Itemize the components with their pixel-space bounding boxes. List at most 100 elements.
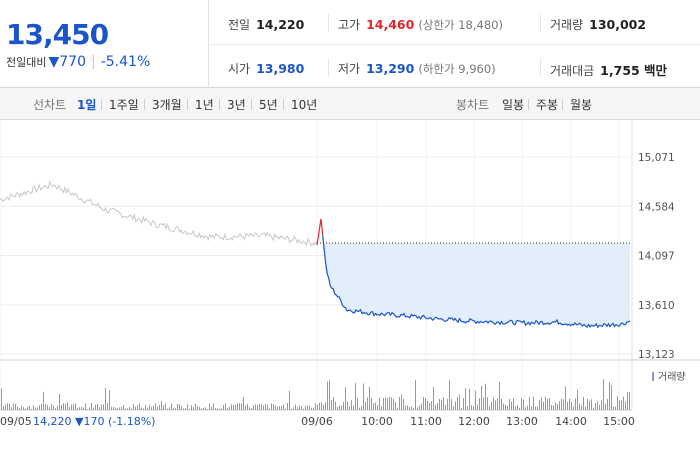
volume-bar [289,390,290,410]
volume-bar [535,406,536,410]
y-tick-label: 13,610 [638,300,675,312]
volume-bar [481,385,482,410]
tab-weekly-candle[interactable]: 주봉 [536,98,559,112]
volume-bar [73,404,74,410]
volume-bar [193,407,194,410]
volume-bar [275,405,276,410]
y-tick-label: 14,584 [638,201,675,213]
volume-bar [503,403,504,410]
volume-bars [1,379,630,410]
volume-bar [473,406,474,410]
volume-bar [157,406,158,410]
opening-spike-line [316,218,324,246]
prev-close-value: 14,220 [256,17,305,32]
volume-bar [297,407,298,410]
open-label: 시가 [228,62,251,76]
volume-bar [99,407,100,410]
volume-bar [373,403,374,410]
tab-1-year[interactable]: 1년 [195,98,214,112]
volume-bar [155,403,156,410]
volume-bar [129,407,130,410]
volume-bar [345,387,346,410]
volume-bar [315,403,316,410]
volume-bar [159,404,160,410]
volume-bar [433,387,434,410]
volume-bar [317,404,318,410]
x-tick-label: 12:00 [458,415,490,428]
volume-bar [313,407,314,410]
volume-bar [507,405,508,410]
volume-bar [279,406,280,410]
tab-daily-candle[interactable]: 일봉 [502,98,525,112]
low-label: 저가 [338,62,361,76]
volume-bar [269,408,270,410]
volume-bar [441,399,442,410]
volume-bar [425,397,426,410]
tab-separator [528,99,529,110]
volume-bar [545,396,546,410]
price-panel: 13,450 전일대비 ▼770 | -5.41% [0,0,209,88]
volume-bar [127,408,128,410]
tab-10-years[interactable]: 10년 [291,98,318,112]
volume-bar [277,406,278,410]
volume-bar [183,408,184,410]
volume-bar [305,406,306,410]
volume-bar [533,396,534,410]
volume-bar [353,405,354,410]
volume-bar [379,397,380,410]
trade-amount: 거래대금 1,755 백만 [550,60,667,79]
down-triangle-icon: ▼ [48,54,60,70]
chart-period-tabs: 선차트 1일 1주일 3개월 1년 3년 5년 10년 봉차트 일봉 주봉 월봉 [0,88,700,120]
volume-bar [579,403,580,410]
volume-bar [381,406,382,410]
quote-header: 13,450 전일대비 ▼770 | -5.41% 전일 14,220 고가 14,460… [0,0,700,88]
volume-bar [175,408,176,410]
volume-bar [333,397,334,410]
volume-bar [189,408,190,410]
volume-bar [71,404,72,410]
prev-day-price-line [0,180,318,247]
volume-bar [567,401,568,410]
volume-bar [287,403,288,410]
volume-bar [499,382,500,410]
stats-divider [328,14,329,32]
volume-bar [205,407,206,410]
volume-bar [423,397,424,410]
volume: 거래량 130,002 [550,16,646,33]
volume-bar [227,407,228,410]
volume-bar [371,397,372,410]
volume-bar [149,404,150,410]
volume-bar [11,407,12,410]
volume-bar [519,407,520,410]
volume-bar [349,406,350,410]
volume-bar [595,403,596,410]
volume-bar [355,382,356,410]
volume-bar [341,405,342,410]
today-price-line [322,234,631,329]
tab-monthly-candle[interactable]: 월봉 [570,98,593,112]
volume-bar [407,405,408,410]
tab-3-months[interactable]: 3개월 [152,98,182,112]
amount-label: 거래대금 [550,64,595,78]
volume-bar [587,398,588,410]
x-tick-label: 13:00 [506,415,538,428]
tab-3-years[interactable]: 3년 [227,98,246,112]
volume-bar [281,406,282,410]
stats-panel: 전일 14,220 고가 14,460 (상한가 18,480) 거래량 130,002… [210,0,700,88]
tab-5-years[interactable]: 5년 [259,98,278,112]
volume-legend-swatch [652,372,654,381]
volume-bar [153,405,154,410]
volume-bar [327,381,328,410]
volume-bar [241,403,242,410]
volume-bar [171,403,172,410]
volume-bar [335,401,336,410]
tab-1-week[interactable]: 1주일 [109,98,139,112]
volume-bar [431,401,432,410]
volume-bar [573,406,574,410]
volume-bar [57,406,58,410]
volume-bar [363,383,364,410]
volume-bar [421,403,422,410]
volume-bar [501,398,502,410]
volume-bar [369,386,370,410]
tab-1-day[interactable]: 1일 [77,98,97,112]
